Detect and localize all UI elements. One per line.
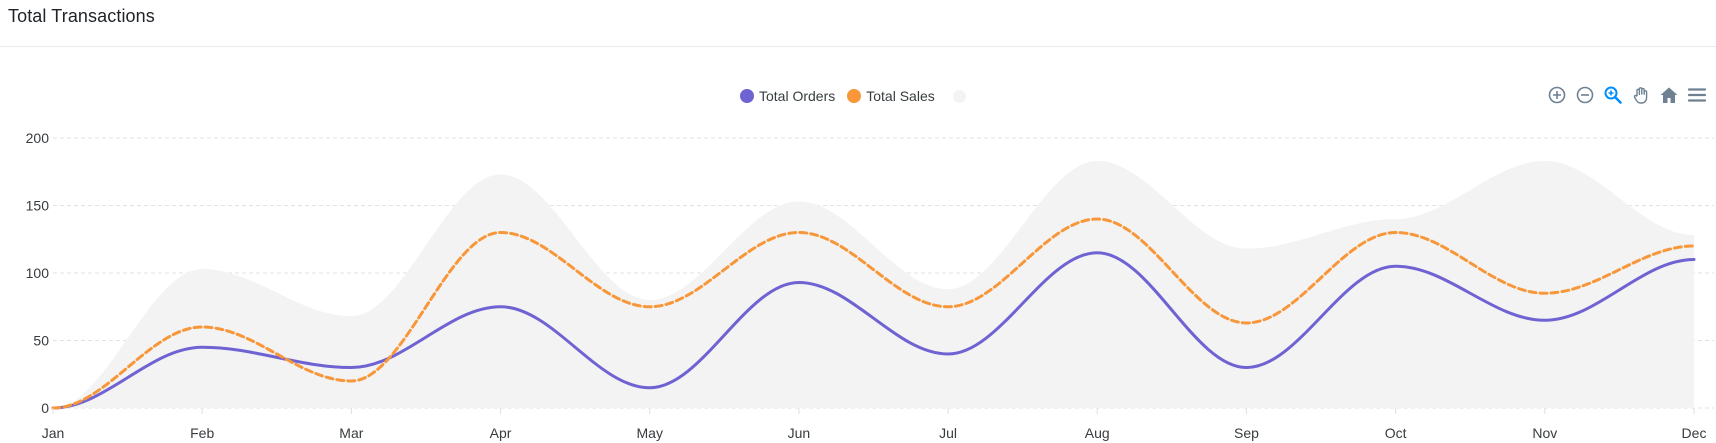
reset-home-icon[interactable] — [1658, 84, 1680, 106]
y-tick-label-200: 200 — [26, 130, 50, 146]
data-point-total-sales-feb[interactable] — [198, 323, 206, 331]
x-tick-label-sep: Sep — [1234, 425, 1259, 441]
data-point-total-orders-apr[interactable] — [497, 303, 505, 311]
data-point-total-sales-dec[interactable] — [1690, 242, 1698, 250]
x-tick-label-feb: Feb — [190, 425, 214, 441]
y-axis-ticks: 0 50 100 150 200 — [26, 130, 50, 416]
data-point-total-orders-may[interactable] — [646, 384, 654, 392]
x-tick-label-apr: Apr — [490, 425, 512, 441]
x-tick-label-jul: Jul — [939, 425, 957, 441]
series-area-2 — [53, 160, 1694, 408]
data-point-total-orders-aug[interactable] — [1093, 249, 1101, 257]
data-point-total-orders-dec[interactable] — [1690, 256, 1698, 264]
legend-marker-total-sales — [847, 89, 862, 103]
legend-item-total-orders[interactable]: Total Orders — [740, 88, 835, 104]
zoom-out-icon[interactable] — [1574, 84, 1596, 106]
data-point-total-orders-jul[interactable] — [944, 350, 952, 358]
series-line-total-sales[interactable] — [51, 217, 1696, 410]
data-point-total-sales-jul[interactable] — [944, 303, 952, 311]
x-tick-label-mar: Mar — [339, 425, 363, 441]
legend-marker-total-orders — [740, 89, 754, 103]
area-series-layer — [53, 160, 1694, 408]
pan-icon[interactable] — [1630, 84, 1652, 106]
chart-toolbar — [1546, 84, 1708, 106]
data-point-total-orders-jun[interactable] — [795, 278, 803, 286]
data-point-total-orders-nov[interactable] — [1541, 316, 1549, 324]
data-point-total-sales-nov[interactable] — [1541, 289, 1549, 297]
data-point-total-sales-apr[interactable] — [497, 229, 505, 237]
zoom-in-icon[interactable] — [1546, 84, 1568, 106]
x-tick-label-jun: Jun — [788, 425, 811, 441]
legend-label-total-orders: Total Orders — [759, 88, 836, 104]
data-point-total-sales-oct[interactable] — [1392, 229, 1400, 237]
y-tick-label-50: 50 — [33, 333, 49, 349]
page-title: Total Transactions — [8, 6, 155, 26]
menu-icon[interactable] — [1686, 84, 1708, 106]
legend-marker-area — [952, 89, 966, 103]
series-line-total-orders[interactable] — [51, 251, 1696, 410]
data-point-total-orders-oct[interactable] — [1392, 262, 1400, 270]
legend-item-area[interactable] — [947, 89, 966, 103]
selection-zoom-icon[interactable] — [1602, 84, 1624, 106]
x-tick-label-oct: Oct — [1385, 425, 1407, 441]
chart-legend: Total Orders Total Sales — [740, 85, 966, 107]
data-point-total-orders-sep[interactable] — [1242, 364, 1250, 372]
data-point-total-sales-sep[interactable] — [1242, 319, 1250, 327]
line-series-layer — [51, 215, 1698, 410]
data-point-total-orders-mar[interactable] — [347, 364, 355, 372]
data-point-total-sales-jun[interactable] — [795, 229, 803, 237]
legend-item-total-sales[interactable]: Total Sales — [847, 88, 935, 104]
data-point-total-sales-may[interactable] — [646, 303, 654, 311]
y-tick-label-100: 100 — [26, 265, 50, 281]
legend-label-total-sales: Total Sales — [866, 88, 935, 104]
data-point-total-orders-feb[interactable] — [198, 343, 206, 351]
x-tick-label-dec: Dec — [1682, 425, 1707, 441]
data-point-total-sales-mar[interactable] — [347, 377, 355, 385]
x-tick-label-may: May — [637, 425, 663, 441]
y-tick-label-150: 150 — [26, 198, 50, 214]
data-point-total-sales-aug[interactable] — [1093, 215, 1101, 223]
chart-plot: 0 50 100 150 200 Jan Feb Mar Apr May Jun Jul Aug Sep… — [26, 130, 1714, 441]
x-tick-label-jan: Jan — [42, 425, 65, 441]
y-tick-label-0: 0 — [41, 400, 49, 416]
x-axis-ticks: Jan Feb Mar Apr May Jun Jul Aug Sep Oct Nov Dec — [42, 408, 1707, 441]
x-tick-label-nov: Nov — [1532, 425, 1557, 441]
x-tick-label-aug: Aug — [1085, 425, 1110, 441]
card-header: Total Transactions — [0, 0, 1716, 47]
